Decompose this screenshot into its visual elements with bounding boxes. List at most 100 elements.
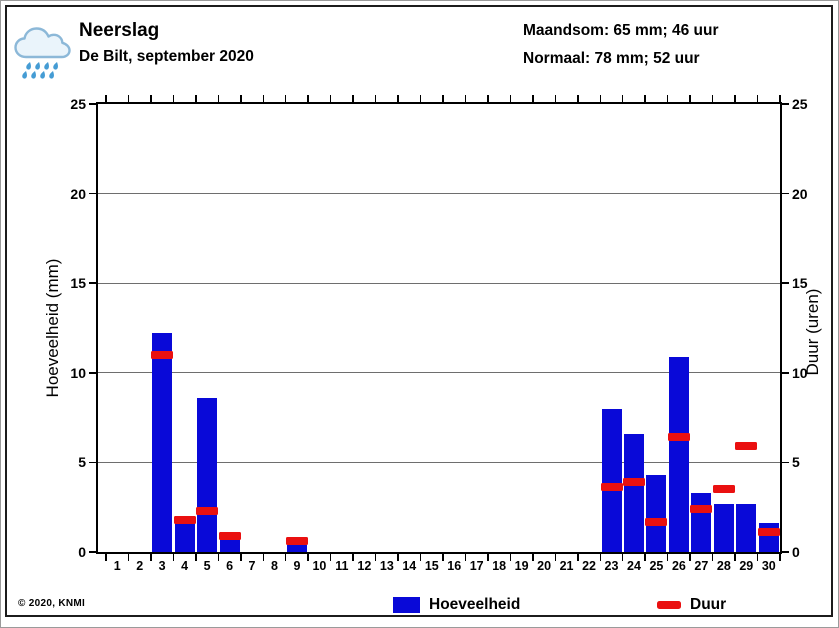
x-axis-tick-top bbox=[532, 95, 534, 102]
x-axis-tick-bottom bbox=[666, 554, 669, 561]
x-axis-day-label-9: 9 bbox=[293, 559, 301, 573]
x-axis-day-label-2: 2 bbox=[136, 559, 144, 573]
x-axis-day-label-7: 7 bbox=[248, 559, 256, 573]
x-axis-tick-top bbox=[464, 95, 467, 102]
gridline-5 bbox=[98, 461, 780, 463]
x-axis-tick-bottom bbox=[644, 554, 646, 561]
x-axis-day-label-21: 21 bbox=[559, 559, 574, 573]
x-axis-tick-bottom bbox=[621, 554, 624, 561]
x-axis-tick-top bbox=[262, 95, 265, 102]
x-axis-tick-bottom bbox=[487, 554, 489, 561]
legend-item-hoeveelheid: Hoeveelheid bbox=[393, 594, 520, 616]
x-axis-day-label-24: 24 bbox=[627, 559, 641, 573]
x-axis-tick-top bbox=[779, 95, 781, 102]
amount-bar-day-27 bbox=[691, 492, 712, 552]
x-axis-tick-top bbox=[172, 95, 175, 102]
plot-area: 0 0 5 5 10 10 15 15 20 20 25 25 1 2 3 4 5 6 7 8 9 10 11 12 13 14 1… bbox=[70, 95, 808, 573]
x-axis-tick-top bbox=[329, 95, 332, 102]
x-axis-tick-top bbox=[419, 95, 422, 102]
y-axis-tick-left-0 bbox=[89, 551, 96, 553]
x-axis-tick-bottom bbox=[442, 554, 444, 561]
x-axis-tick-top bbox=[442, 95, 444, 102]
y-axis-tick-label-right-10: 10 bbox=[792, 364, 808, 381]
duration-dash-day-27 bbox=[690, 504, 713, 513]
copyright-notice: © 2020, KNMI bbox=[18, 598, 86, 609]
x-axis-tick-bottom bbox=[577, 554, 579, 561]
x-axis-tick-top bbox=[307, 95, 309, 102]
duration-dash-day-3 bbox=[151, 350, 174, 359]
duration-dash-day-24 bbox=[622, 478, 645, 487]
x-axis-tick-top bbox=[756, 95, 759, 102]
x-axis-tick-bottom bbox=[419, 554, 422, 561]
duration-dash-day-25 bbox=[645, 517, 668, 526]
x-axis-tick-bottom bbox=[127, 554, 130, 561]
page-title: Neerslag bbox=[79, 20, 160, 41]
x-axis-tick-bottom bbox=[172, 554, 175, 561]
x-axis-day-label-5: 5 bbox=[203, 559, 211, 573]
x-axis-tick-bottom bbox=[689, 554, 691, 561]
x-axis-tick-top bbox=[397, 95, 399, 102]
duration-dash-day-5 bbox=[196, 506, 219, 515]
x-axis-tick-bottom bbox=[105, 554, 107, 561]
y-axis-tick-label-right-5: 5 bbox=[792, 454, 800, 471]
x-axis-tick-top bbox=[127, 95, 130, 102]
x-axis-tick-bottom bbox=[329, 554, 332, 561]
x-axis-tick-top bbox=[689, 95, 691, 102]
x-axis-tick-bottom bbox=[307, 554, 309, 561]
x-axis-tick-bottom bbox=[711, 554, 714, 561]
x-axis-day-label-13: 13 bbox=[379, 559, 394, 573]
legend-swatch-duur bbox=[657, 601, 681, 609]
x-axis-day-label-20: 20 bbox=[537, 559, 552, 573]
y-axis-tick-left-5 bbox=[89, 461, 96, 464]
duration-dash-day-26 bbox=[667, 433, 690, 442]
y-axis-tick-label-right-25: 25 bbox=[792, 96, 808, 112]
duration-dash-day-30 bbox=[757, 528, 780, 537]
y-axis-tick-left-10 bbox=[89, 372, 96, 374]
x-axis-day-label-11: 11 bbox=[335, 559, 349, 573]
y-axis-tick-left-20 bbox=[89, 192, 96, 195]
x-axis-tick-top bbox=[509, 95, 512, 102]
gridline-20 bbox=[98, 193, 780, 195]
x-axis-tick-bottom bbox=[217, 554, 220, 561]
y-axis-tick-label-right-20: 20 bbox=[792, 185, 808, 202]
x-axis-day-label-15: 15 bbox=[424, 559, 439, 573]
amount-bar-day-26 bbox=[668, 356, 689, 552]
x-axis-tick-bottom bbox=[779, 554, 781, 561]
amount-bar-day-23 bbox=[601, 408, 622, 552]
x-axis-day-label-19: 19 bbox=[514, 559, 529, 573]
y-axis-tick-label-left-10: 10 bbox=[70, 364, 86, 381]
x-axis-tick-bottom bbox=[464, 554, 467, 561]
x-axis-day-label-30: 30 bbox=[761, 559, 776, 573]
x-axis-tick-top bbox=[352, 95, 354, 102]
x-axis-tick-bottom bbox=[374, 554, 377, 561]
y-axis-tick-label-left-20: 20 bbox=[70, 185, 86, 202]
legend-item-duur: Duur bbox=[657, 594, 726, 616]
y-axis-tick-label-left-5: 5 bbox=[78, 454, 86, 471]
x-axis-tick-bottom bbox=[532, 554, 534, 561]
x-axis-tick-bottom bbox=[262, 554, 265, 561]
x-axis-day-label-8: 8 bbox=[271, 559, 278, 573]
cloud-shape bbox=[14, 27, 71, 59]
x-axis-tick-top bbox=[105, 95, 107, 102]
gridline-15 bbox=[98, 282, 780, 284]
x-axis-tick-top bbox=[644, 95, 646, 102]
x-axis-day-label-26: 26 bbox=[671, 559, 686, 573]
x-axis-tick-top bbox=[554, 95, 557, 102]
x-axis-tick-bottom bbox=[240, 554, 242, 561]
x-axis-tick-bottom bbox=[756, 554, 759, 561]
x-axis-day-label-29: 29 bbox=[739, 559, 754, 573]
x-axis-tick-bottom bbox=[734, 554, 736, 561]
duration-dash-day-23 bbox=[600, 483, 623, 492]
x-axis-tick-top bbox=[240, 95, 242, 102]
page-subtitle: De Bilt, september 2020 bbox=[79, 48, 254, 65]
x-axis-day-label-22: 22 bbox=[582, 559, 596, 573]
x-axis-tick-bottom bbox=[150, 554, 152, 561]
x-axis-day-label-4: 4 bbox=[181, 559, 189, 573]
x-axis-day-label-12: 12 bbox=[357, 559, 372, 573]
x-axis-tick-top bbox=[150, 95, 152, 102]
x-axis-tick-top bbox=[621, 95, 624, 102]
x-axis-tick-bottom bbox=[509, 554, 512, 561]
duration-dash-day-6 bbox=[218, 531, 241, 540]
x-axis-tick-bottom bbox=[352, 554, 354, 561]
x-axis-tick-bottom bbox=[397, 554, 399, 561]
